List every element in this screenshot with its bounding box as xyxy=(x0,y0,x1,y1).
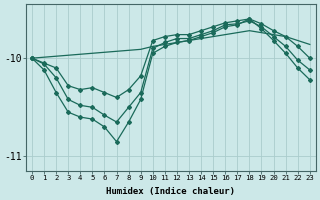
X-axis label: Humidex (Indice chaleur): Humidex (Indice chaleur) xyxy=(106,187,236,196)
